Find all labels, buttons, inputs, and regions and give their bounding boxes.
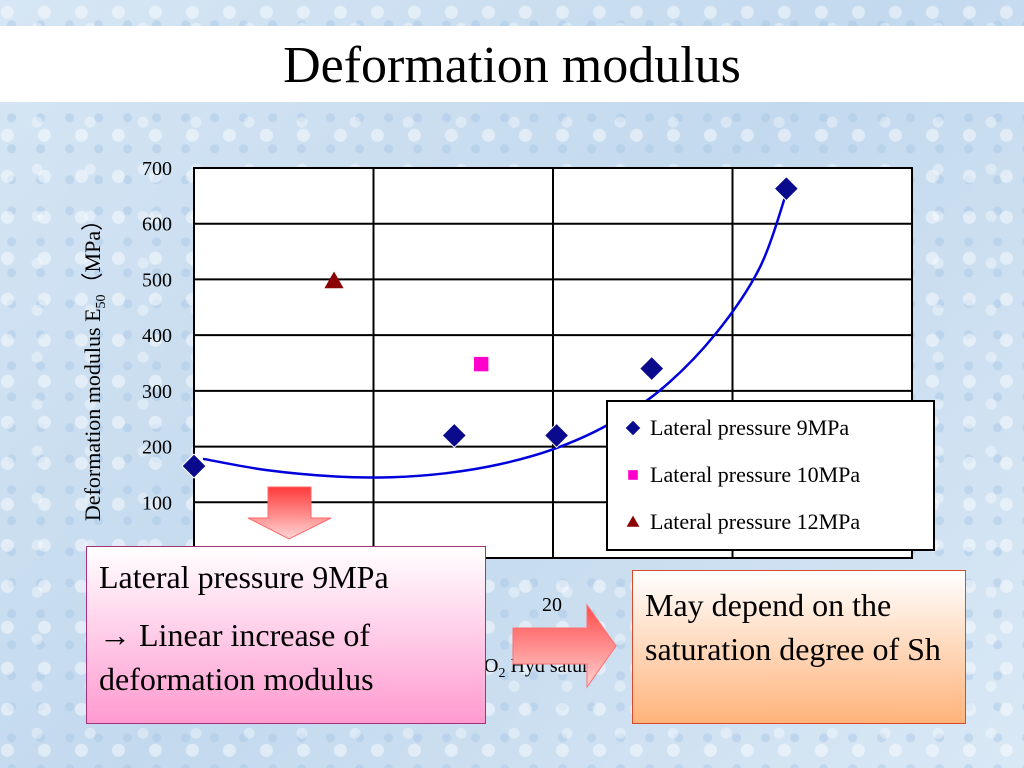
y-tick-label-600: 600: [142, 214, 172, 236]
y-tick-label-700: 700: [142, 158, 172, 180]
down-arrow: [247, 486, 332, 540]
slide-title: Deformation modulus: [283, 37, 741, 94]
trend-line: [202, 192, 788, 479]
data-point-series1-1: [181, 453, 207, 479]
data-point-series2-1: [474, 356, 489, 372]
data-point-series3-1: [324, 271, 344, 289]
x-tick-label-20: 20: [542, 594, 562, 616]
y-tick-label-500: 500: [142, 269, 172, 291]
legend: Lateral pressure 9MPa Lateral pressure 10…: [606, 400, 935, 551]
y-tick-label-400: 400: [142, 325, 172, 347]
data-point-series1-5: [773, 175, 800, 202]
data-point-series1-3: [543, 422, 570, 449]
legend-label-1: Lateral pressure 9MPa: [650, 415, 849, 440]
y-axis-label: Deformation modulus E50（MPa）: [80, 209, 109, 521]
legend-label-2: Lateral pressure 10MPa: [650, 462, 860, 487]
legend-label-3: Lateral pressure 12MPa: [650, 509, 860, 534]
right-arrow: [512, 603, 617, 689]
title-band: [0, 26, 1024, 102]
y-tick-label-200: 200: [142, 437, 172, 459]
legend-marker-3: [626, 515, 640, 527]
note-saturation-degree: May depend on the saturation degree of S…: [632, 570, 966, 724]
legend-box: [606, 400, 935, 551]
data-marks: [181, 175, 800, 479]
data-point-series1-4: [639, 355, 665, 382]
legend-marker-2: [628, 470, 638, 480]
note-left-line2: → Linear increase of deformation modulus: [99, 617, 374, 697]
note-lateral-pressure-9mpa: Lateral pressure 9MPa → Linear increase …: [86, 546, 486, 724]
legend-marker-1: [624, 419, 642, 437]
data-point-series1-2: [441, 422, 467, 449]
note-left-line1: Lateral pressure 9MPa: [99, 559, 389, 595]
y-tick-label-100: 100: [142, 492, 172, 514]
y-tick-label-300: 300: [142, 381, 172, 403]
y-tick-labels: 100 200 300 400 500 600 700: [142, 158, 172, 514]
